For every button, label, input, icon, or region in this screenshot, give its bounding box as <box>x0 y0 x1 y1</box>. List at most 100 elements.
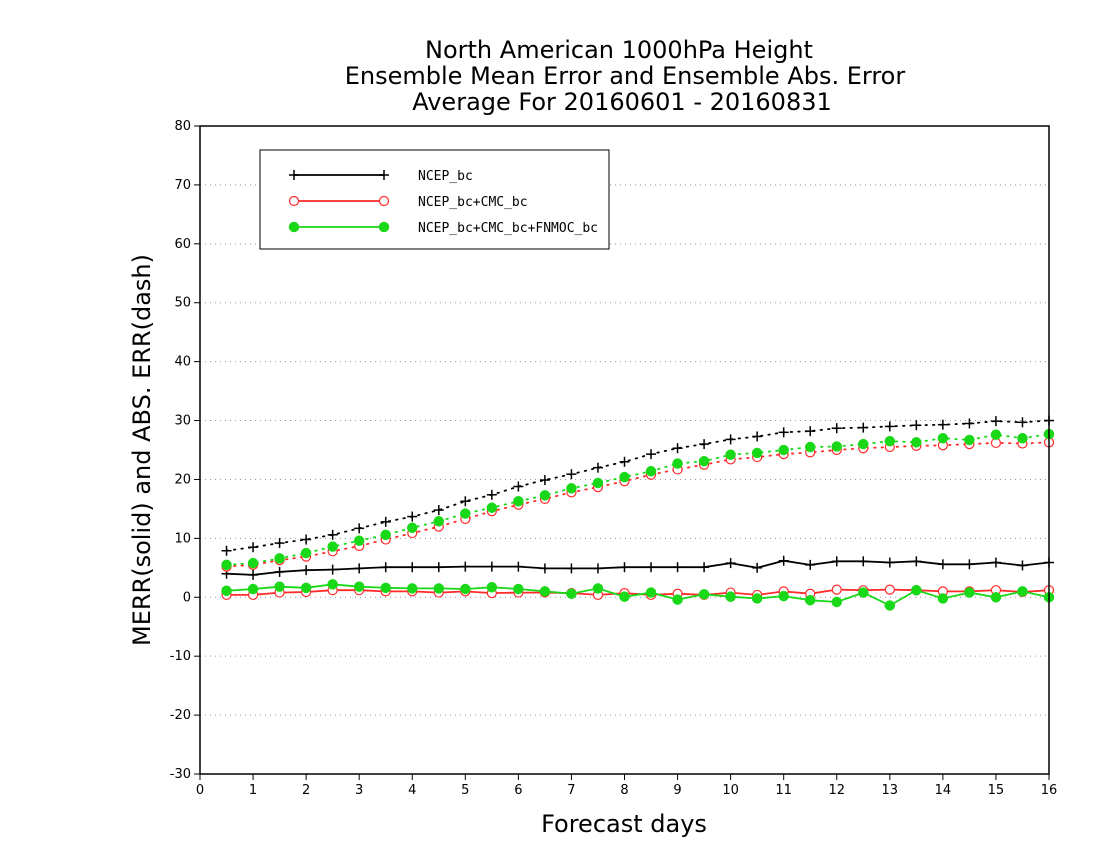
x-tick-label: 8 <box>620 783 628 798</box>
legend-box <box>259 149 610 250</box>
data-point <box>247 557 259 569</box>
data-point <box>539 563 550 574</box>
data-point <box>379 170 389 180</box>
data-point <box>672 594 683 605</box>
data-point <box>248 569 259 580</box>
data-point <box>380 562 391 573</box>
legend-label: NCEP_bc+CMC_bc+FNMOC_bc <box>418 221 598 236</box>
data-point <box>327 541 338 552</box>
data-point <box>831 584 842 595</box>
data-point <box>289 170 299 180</box>
data-point <box>513 496 524 507</box>
data-point <box>592 477 604 489</box>
x-tick-label: 3 <box>355 783 363 798</box>
data-point <box>221 545 232 556</box>
x-tick-label: 9 <box>673 783 681 798</box>
data-point <box>407 511 418 522</box>
data-point <box>699 562 710 573</box>
x-tick-label: 4 <box>408 783 416 798</box>
merr-line <box>226 559 1050 576</box>
data-point <box>831 441 842 452</box>
data-point <box>433 505 444 516</box>
data-point <box>486 561 497 572</box>
data-point <box>460 508 471 519</box>
data-point <box>884 435 896 447</box>
data-point <box>301 565 312 576</box>
data-point <box>831 596 842 608</box>
y-tick-label: 30 <box>174 414 191 429</box>
abs-err-line <box>225 433 1050 566</box>
x-axis-label: Forecast days <box>541 810 707 838</box>
data-point <box>221 585 232 597</box>
x-tick-label: 12 <box>828 783 845 798</box>
x-tick-label: 10 <box>722 783 739 798</box>
data-point <box>592 462 603 473</box>
y-tick-label: 70 <box>174 178 191 193</box>
data-point <box>884 557 895 568</box>
data-point <box>486 502 498 513</box>
data-point <box>407 562 418 573</box>
y-tick-label: 40 <box>174 355 191 370</box>
data-point <box>646 449 657 460</box>
data-point <box>301 534 312 545</box>
data-point <box>274 566 285 577</box>
data-point <box>698 589 710 600</box>
data-point <box>407 522 418 534</box>
data-point <box>288 221 300 233</box>
data-point <box>858 438 869 450</box>
legend-item: NCEP_bc <box>289 169 473 184</box>
data-point <box>353 535 365 546</box>
data-point <box>884 584 895 595</box>
data-point <box>619 562 630 573</box>
data-point <box>1017 417 1028 428</box>
legend: NCEP_bc NCEP_bc+CMC_bc NCEP_bc+CMC_bc+FNMO… <box>259 149 610 250</box>
data-point <box>539 490 551 501</box>
data-point <box>911 556 922 567</box>
data-point <box>672 562 683 573</box>
x-tick-label: 11 <box>775 783 792 798</box>
y-tick-label: 0 <box>183 590 191 605</box>
data-point <box>990 557 1001 568</box>
data-point <box>911 584 922 596</box>
data-point <box>274 581 285 592</box>
data-point <box>778 590 789 602</box>
data-point <box>433 516 445 527</box>
data-point <box>486 582 498 593</box>
legend-label: NCEP_bc <box>418 169 473 184</box>
legend-item: NCEP_bc+CMC_bc <box>288 195 528 210</box>
abs-err-line <box>225 441 1050 568</box>
data-point <box>937 593 949 604</box>
data-point <box>751 593 763 604</box>
y-tick-label: 80 <box>174 119 191 134</box>
data-point <box>646 562 657 573</box>
data-point <box>354 523 365 534</box>
x-tick-label: 0 <box>196 783 204 798</box>
data-point <box>433 583 445 594</box>
y-tick-label: 20 <box>174 472 191 487</box>
chart-title-line-2: Ensemble Mean Error and Ensemble Abs. Er… <box>345 62 906 90</box>
x-tick-label: 2 <box>302 783 310 798</box>
data-point <box>937 559 948 570</box>
data-point <box>460 583 471 595</box>
legend-item: NCEP_bc+CMC_bc+FNMOC_bc <box>288 221 598 236</box>
y-tick-label: -20 <box>170 708 191 723</box>
data-point <box>725 591 736 602</box>
data-point <box>805 559 816 570</box>
x-tick-label: 16 <box>1041 783 1058 798</box>
data-point <box>1017 432 1028 444</box>
data-point <box>300 547 312 559</box>
data-point <box>964 587 975 598</box>
data-point <box>884 600 896 611</box>
data-point <box>804 441 816 453</box>
x-tick-label: 15 <box>988 783 1005 798</box>
data-point <box>911 437 922 448</box>
data-point <box>353 581 365 592</box>
data-point <box>566 483 577 494</box>
data-point <box>752 431 763 442</box>
data-point <box>619 456 630 467</box>
data-point <box>433 562 444 573</box>
data-point <box>460 496 471 507</box>
y-tick-label: 50 <box>174 296 191 311</box>
